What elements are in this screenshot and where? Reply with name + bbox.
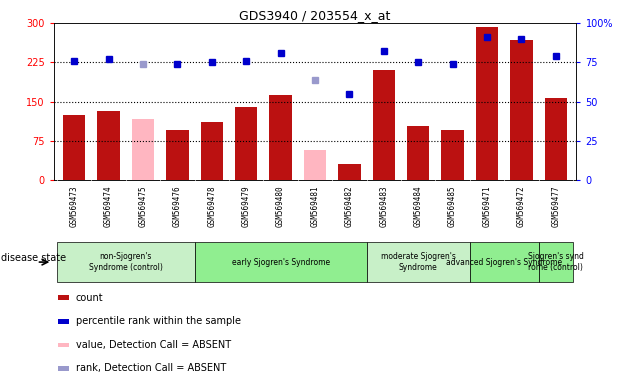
- Text: GSM569485: GSM569485: [448, 185, 457, 227]
- Text: GSM569482: GSM569482: [345, 185, 354, 227]
- Text: GSM569472: GSM569472: [517, 185, 526, 227]
- Text: GSM569479: GSM569479: [242, 185, 251, 227]
- Bar: [539, 242, 573, 282]
- Text: GSM569476: GSM569476: [173, 185, 182, 227]
- Bar: [367, 242, 470, 282]
- Text: advanced Sjogren's Syndrome: advanced Sjogren's Syndrome: [446, 258, 562, 266]
- Text: GSM569481: GSM569481: [311, 185, 319, 227]
- Bar: [235, 107, 258, 180]
- Text: GSM569471: GSM569471: [483, 185, 491, 227]
- Bar: [58, 343, 69, 347]
- Text: GSM569474: GSM569474: [104, 185, 113, 227]
- Text: GSM569477: GSM569477: [551, 185, 560, 227]
- Text: percentile rank within the sample: percentile rank within the sample: [76, 316, 241, 326]
- Text: GSM569484: GSM569484: [414, 185, 423, 227]
- Text: non-Sjogren's
Syndrome (control): non-Sjogren's Syndrome (control): [89, 252, 163, 272]
- Title: GDS3940 / 203554_x_at: GDS3940 / 203554_x_at: [239, 9, 391, 22]
- Bar: [442, 130, 464, 180]
- Bar: [270, 95, 292, 180]
- Text: Sjogren's synd
rome (control): Sjogren's synd rome (control): [528, 252, 584, 272]
- Bar: [338, 164, 360, 180]
- Bar: [58, 366, 69, 371]
- Text: value, Detection Call = ABSENT: value, Detection Call = ABSENT: [76, 340, 231, 350]
- Bar: [57, 242, 195, 282]
- Bar: [58, 319, 69, 324]
- Bar: [195, 242, 367, 282]
- Bar: [63, 115, 86, 180]
- Text: disease state: disease state: [1, 253, 66, 263]
- Bar: [510, 40, 532, 180]
- Bar: [58, 296, 69, 300]
- Bar: [407, 126, 430, 180]
- Text: GSM569480: GSM569480: [276, 185, 285, 227]
- Text: GSM569483: GSM569483: [379, 185, 388, 227]
- Bar: [470, 242, 539, 282]
- Bar: [544, 98, 567, 180]
- Text: GSM569478: GSM569478: [207, 185, 216, 227]
- Bar: [132, 119, 154, 180]
- Bar: [372, 70, 395, 180]
- Text: count: count: [76, 293, 103, 303]
- Text: rank, Detection Call = ABSENT: rank, Detection Call = ABSENT: [76, 363, 226, 373]
- Bar: [98, 111, 120, 180]
- Bar: [166, 129, 188, 180]
- Text: GSM569473: GSM569473: [70, 185, 79, 227]
- Text: moderate Sjogren's
Syndrome: moderate Sjogren's Syndrome: [381, 252, 455, 272]
- Text: GSM569475: GSM569475: [139, 185, 147, 227]
- Bar: [304, 150, 326, 180]
- Bar: [476, 27, 498, 180]
- Text: early Sjogren's Syndrome: early Sjogren's Syndrome: [232, 258, 329, 266]
- Bar: [200, 122, 223, 180]
